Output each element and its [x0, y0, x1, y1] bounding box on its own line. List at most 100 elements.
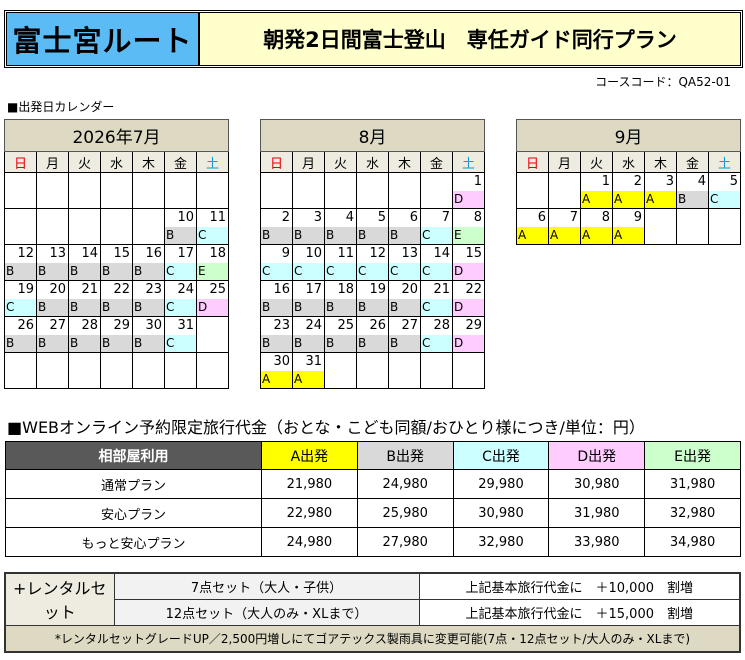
day-number: 22	[465, 282, 482, 297]
calendar-day[interactable]: 16 B	[260, 280, 293, 317]
day-number: 15	[113, 246, 130, 261]
calendar-week	[4, 172, 229, 209]
calendar-day[interactable]: 21 B	[68, 280, 101, 317]
calendar-day[interactable]: 28 B	[68, 316, 101, 353]
calendar-day[interactable]: 12 C	[356, 244, 389, 281]
day-number: 13	[401, 246, 418, 261]
price-cell: 31,980	[548, 498, 646, 528]
day-number: 27	[49, 318, 66, 333]
price-cell: 31,980	[644, 469, 741, 499]
day-number: 29	[113, 318, 130, 333]
day-number: 9	[633, 210, 642, 225]
calendar-day[interactable]: 23 B	[132, 280, 165, 317]
weekday-header: 土	[196, 151, 229, 173]
day-number: 2	[633, 174, 642, 189]
calendar-day[interactable]: 31 C	[164, 316, 197, 353]
day-number: 10	[305, 246, 322, 261]
calendar-day[interactable]: 11 C	[196, 208, 229, 245]
calendar-day[interactable]: 26 B	[356, 316, 389, 353]
price-cell: 30,980	[452, 498, 550, 528]
calendar-day[interactable]: 22 D	[452, 280, 485, 317]
calendar-day[interactable]: 30 A	[260, 352, 293, 389]
price-column-header: C出発	[452, 441, 550, 470]
calendar-day[interactable]: 22 B	[100, 280, 133, 317]
calendar-day[interactable]: 17 C	[164, 244, 197, 281]
weekday-header: 日	[260, 151, 293, 173]
calendar-day[interactable]: 24 B	[292, 316, 325, 353]
weekday-header: 火	[68, 151, 101, 173]
calendar-day[interactable]: 10 C	[292, 244, 325, 281]
calendar-day[interactable]: 16 B	[132, 244, 165, 281]
calendar-day[interactable]: 25 B	[324, 316, 357, 353]
calendar-day[interactable]: 28 C	[420, 316, 453, 353]
calendar-day[interactable]: 20 B	[388, 280, 421, 317]
calendar-day[interactable]: 30 B	[132, 316, 165, 353]
calendar-day[interactable]: 18 E	[196, 244, 229, 281]
day-number: 16	[145, 246, 162, 261]
calendar-week: 23 B 24 B 25 B 26 B 27 B 28 C 29 D	[260, 316, 485, 353]
price-row: 安心プラン 22,980 25,980 30,980 31,980 32,980	[5, 498, 741, 528]
calendar-day[interactable]: 10 B	[164, 208, 197, 245]
calendar-day[interactable]: 19 B	[356, 280, 389, 317]
calendar-day[interactable]: 13 B	[36, 244, 69, 281]
calendar-day[interactable]: 29 B	[100, 316, 133, 353]
calendar-day[interactable]: 15 B	[100, 244, 133, 281]
calendar-week	[4, 352, 229, 389]
day-number: 28	[433, 318, 450, 333]
departure-class: A	[645, 191, 676, 208]
calendar-day[interactable]: 29 D	[452, 316, 485, 353]
calendar-day[interactable]: 21 C	[420, 280, 453, 317]
calendar-day[interactable]: 26 B	[4, 316, 37, 353]
calendar-day[interactable]: 20 B	[36, 280, 69, 317]
weekday-header: 火	[324, 151, 357, 173]
calendar-day[interactable]: 13 C	[388, 244, 421, 281]
day-number: 23	[145, 282, 162, 297]
calendar-day[interactable]: 14 C	[420, 244, 453, 281]
calendar-day[interactable]: 27 B	[388, 316, 421, 353]
calendar-day	[68, 208, 101, 245]
calendar-day[interactable]: 31 A	[292, 352, 325, 389]
calendar-day	[356, 172, 389, 209]
calendar-day[interactable]: 23 B	[260, 316, 293, 353]
page-header: 富士宮ルート 朝発2日間富士登山 専任ガイド同行プラン	[4, 10, 743, 68]
calendar-day[interactable]: 19 C	[4, 280, 37, 317]
calendar-day	[36, 352, 69, 389]
calendar-day	[4, 208, 37, 245]
calendar-day[interactable]: 12 B	[4, 244, 37, 281]
calendar-day[interactable]: 18 B	[324, 280, 357, 317]
calendar-day[interactable]: 17 B	[292, 280, 325, 317]
route-title: 富士宮ルート	[7, 13, 200, 65]
calendar-day[interactable]: 24 C	[164, 280, 197, 317]
calendar-day[interactable]: 15 D	[452, 244, 485, 281]
calendar-day[interactable]: 14 B	[68, 244, 101, 281]
calendar-day[interactable]: 11 C	[324, 244, 357, 281]
calendar-day[interactable]: 25 D	[196, 280, 229, 317]
departure-class: B	[5, 335, 36, 352]
departure-class: C	[293, 263, 324, 280]
month-title: 9月	[516, 119, 741, 152]
day-number: 14	[81, 246, 98, 261]
departure-class: B	[37, 263, 68, 280]
price-cell: 24,980	[356, 469, 454, 499]
day-number: 12	[369, 246, 386, 261]
calendar-day[interactable]: 27 B	[36, 316, 69, 353]
price-cell: 24,980	[261, 527, 358, 557]
